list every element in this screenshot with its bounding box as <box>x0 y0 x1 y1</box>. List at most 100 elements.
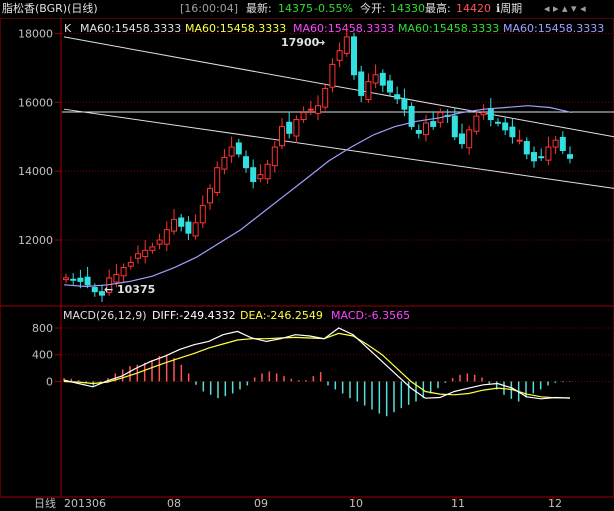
candle-body <box>495 121 501 124</box>
high-label: 最高: <box>425 2 451 15</box>
start-date: 201306 <box>64 497 106 510</box>
candle-body <box>466 129 473 149</box>
candle-body <box>538 156 545 159</box>
chart-area[interactable]: K MA60:15458.3333 MA60:15458.3333 MA60:154… <box>0 18 614 511</box>
low-annotation-label: 10375 <box>117 283 155 296</box>
diff-line <box>63 327 571 400</box>
ma-legend-item: MA60:15458.3333 <box>503 22 604 35</box>
candle-body <box>365 81 372 101</box>
candle-body <box>502 122 509 131</box>
candle-body <box>257 174 264 180</box>
k-label: K <box>64 22 72 35</box>
candle-body <box>250 167 257 182</box>
price-grid <box>62 32 614 241</box>
candle-body <box>401 98 408 110</box>
x-tick-label: 11 <box>451 497 465 510</box>
candle-body <box>351 36 357 76</box>
price-tick-label: 16000 <box>18 96 53 109</box>
candle-body <box>84 276 91 286</box>
candle-body <box>120 267 127 277</box>
candle-body <box>567 154 573 159</box>
candle-body <box>171 218 177 232</box>
candle-body <box>142 249 149 258</box>
high-price: 14420 <box>456 2 491 15</box>
nav-buttons[interactable]: ◂ ▸ ▴ ▾ ◂ <box>544 2 586 15</box>
price-tick-label: 14000 <box>18 165 53 178</box>
ma-legend-item: MA60:15458.3333 <box>398 22 499 35</box>
candle-body <box>487 108 494 121</box>
macd-diff-value: DIFF:-249.4332 <box>152 309 236 322</box>
candle-body <box>214 167 221 194</box>
candle-body <box>408 105 415 127</box>
candle-body <box>531 152 537 162</box>
candle-body <box>70 278 77 281</box>
price-panel-frame <box>0 18 614 307</box>
macd-panel-frame <box>0 305 614 498</box>
ma-legend-item: MA60:15458.3333 <box>185 22 286 35</box>
high-annotation: 17900 → <box>281 36 325 49</box>
macd-tick-label: 400 <box>32 349 53 362</box>
latest-price: 14375 <box>278 2 313 15</box>
macd-histogram <box>63 354 571 417</box>
open-price: 14330 <box>390 2 425 15</box>
ma60-line <box>63 105 573 288</box>
candle-body <box>480 112 487 116</box>
ma-legend-item: MA60:15458.3333 <box>80 22 181 35</box>
candle-body <box>221 156 228 170</box>
candle-body <box>423 122 429 136</box>
low-arrow: ← <box>104 283 113 296</box>
high-arrow: → <box>316 36 325 49</box>
candle-body <box>271 146 278 167</box>
candle-body <box>63 277 69 281</box>
candle-body <box>91 287 98 293</box>
candle-body <box>307 108 314 111</box>
candle-body <box>207 187 213 204</box>
clock-time: [16:00:04] <box>180 2 238 15</box>
instrument-title: 脂松香(BGR)(日线) <box>2 2 98 15</box>
price-tick-label: 12000 <box>18 234 53 247</box>
candle-body <box>509 126 516 138</box>
macd-legend: MACD(26,12,9) DIFF:-249.4332 DEA:-246.25… <box>63 309 410 322</box>
latest-label: 最新: <box>246 2 272 15</box>
macd-tick-label: 0 <box>46 375 53 388</box>
candle-body <box>228 146 235 157</box>
x-tick-label: 10 <box>349 497 363 510</box>
candle-body <box>358 71 365 96</box>
trend-lines <box>62 36 614 189</box>
x-axis: 日线 201306 08 09 10 11 12 <box>34 496 562 510</box>
macd-dea-value: DEA:-246.2549 <box>240 309 323 322</box>
candle-body <box>372 74 379 84</box>
candle-body <box>451 115 458 138</box>
candle-body <box>286 121 293 134</box>
candle-body <box>473 115 480 132</box>
candle-body <box>552 139 559 148</box>
period-button[interactable]: ℹ周期 <box>496 2 523 15</box>
open-label: 今开: <box>360 2 386 15</box>
candle-body <box>523 141 530 155</box>
macd-params: MACD(26,12,9) <box>63 309 147 322</box>
title-bar: 脂松香(BGR)(日线) [16:00:04] 最新: 14375 -0.55%… <box>0 0 614 18</box>
x-tick-label: 08 <box>167 497 181 510</box>
candle-body <box>516 139 523 142</box>
macd-hist-value: MACD:-6.3565 <box>331 309 410 322</box>
candle-body <box>185 221 192 234</box>
price-change: -0.55% <box>314 2 353 15</box>
high-annotation-label: 17900 <box>281 36 320 49</box>
period-label[interactable]: 周期 <box>500 2 523 15</box>
candle-body <box>559 136 566 152</box>
candle-body <box>243 156 249 169</box>
period-label: 日线 <box>34 496 56 510</box>
candle-body <box>343 36 350 54</box>
candlesticks <box>63 26 573 302</box>
candle-body <box>235 142 242 155</box>
ma-legend-item: MA60:15458.3333 <box>293 22 394 35</box>
dea-line <box>63 332 571 399</box>
candle-body <box>336 50 343 61</box>
x-tick-labels: 08 09 10 11 12 <box>167 497 562 510</box>
candle-body <box>113 273 120 283</box>
macd-tick-label: 800 <box>32 322 53 335</box>
candle-body <box>459 133 465 145</box>
candle-body <box>279 125 285 147</box>
candle-body <box>192 222 199 237</box>
macd-y-axis: 0 400 800 <box>32 322 61 388</box>
